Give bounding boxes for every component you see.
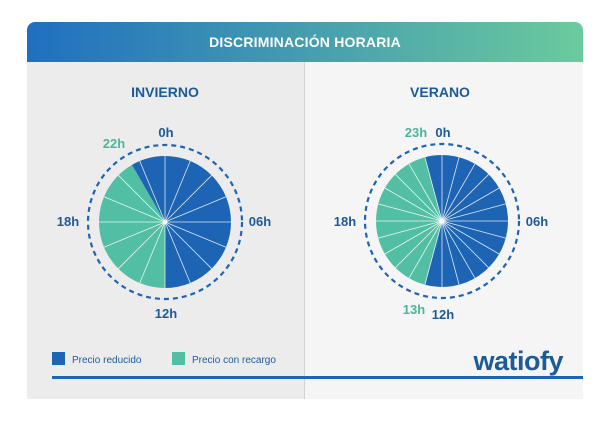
chart-title-winter: INVIERNO bbox=[131, 84, 199, 100]
summer-spoke bbox=[441, 220, 506, 239]
winter-label-06h: 06h bbox=[249, 214, 271, 229]
legend-swatch-reduced bbox=[52, 352, 65, 365]
summer-label-18h: 18h bbox=[334, 214, 356, 229]
summer-label-06h: 06h bbox=[526, 214, 548, 229]
summer-spoke bbox=[378, 220, 443, 239]
summer-spoke bbox=[441, 220, 500, 255]
winter-spoke bbox=[103, 196, 166, 223]
summer-spoke bbox=[424, 157, 443, 222]
summer-spoke bbox=[441, 187, 500, 222]
summer-spoke bbox=[441, 220, 460, 285]
winter-spoke bbox=[164, 221, 212, 269]
winter-center-dot bbox=[162, 219, 168, 225]
summer-spoke bbox=[384, 187, 443, 222]
winter-label-18h: 18h bbox=[57, 214, 79, 229]
summer-label-0h: 0h bbox=[435, 125, 450, 140]
summer-spoke bbox=[441, 220, 489, 268]
page-title: DISCRIMINACIÓN HORARIA bbox=[209, 34, 401, 50]
legend-label-surcharge: Precio con recargo bbox=[192, 355, 276, 366]
winter-spoke bbox=[164, 196, 227, 223]
winter-spoke bbox=[139, 160, 166, 223]
winter-slice-2 bbox=[132, 156, 165, 222]
winter-dashed-ring bbox=[86, 143, 244, 301]
winter-spoke bbox=[139, 221, 166, 284]
winter-spoke bbox=[164, 221, 191, 284]
summer-spoke bbox=[441, 174, 489, 222]
winter-label-22h: 22h bbox=[103, 136, 125, 151]
summer-spoke bbox=[384, 220, 443, 255]
winter-label-0h: 0h bbox=[158, 125, 173, 140]
summer-spoke bbox=[441, 163, 476, 222]
summer-label-12h: 12h bbox=[432, 307, 454, 322]
panel-divider bbox=[304, 62, 305, 399]
winter-slice-1 bbox=[99, 164, 165, 288]
legend-swatch-surcharge bbox=[172, 352, 185, 365]
summer-spoke bbox=[441, 220, 476, 279]
winter-spoke bbox=[164, 160, 191, 223]
winter-spoke bbox=[164, 175, 212, 223]
winter-spoke bbox=[118, 221, 166, 269]
summer-spoke bbox=[378, 203, 443, 222]
legend-label-reduced: Precio reducido bbox=[72, 355, 142, 366]
summer-spoke bbox=[408, 220, 443, 279]
summer-dashed-ring bbox=[363, 142, 521, 300]
winter-spoke bbox=[103, 221, 166, 248]
summer-spoke bbox=[395, 174, 443, 222]
chart-title-summer: VERANO bbox=[410, 84, 470, 100]
winter-spoke bbox=[164, 221, 227, 248]
summer-spoke bbox=[408, 163, 443, 222]
header-bar: DISCRIMINACIÓN HORARIA bbox=[27, 22, 583, 62]
summer-spoke bbox=[441, 157, 460, 222]
summer-spoke bbox=[395, 220, 443, 268]
summer-spoke bbox=[424, 220, 443, 285]
summer-label-13h: 13h bbox=[403, 302, 425, 317]
summer-label-23h: 23h bbox=[405, 125, 427, 140]
winter-label-12h: 12h bbox=[155, 306, 177, 321]
watiofy-logo: watiofy bbox=[472, 346, 563, 376]
summer-spoke bbox=[441, 203, 506, 222]
footer-line bbox=[52, 376, 583, 379]
winter-spoke bbox=[118, 175, 166, 223]
summer-center-dot bbox=[439, 218, 445, 224]
